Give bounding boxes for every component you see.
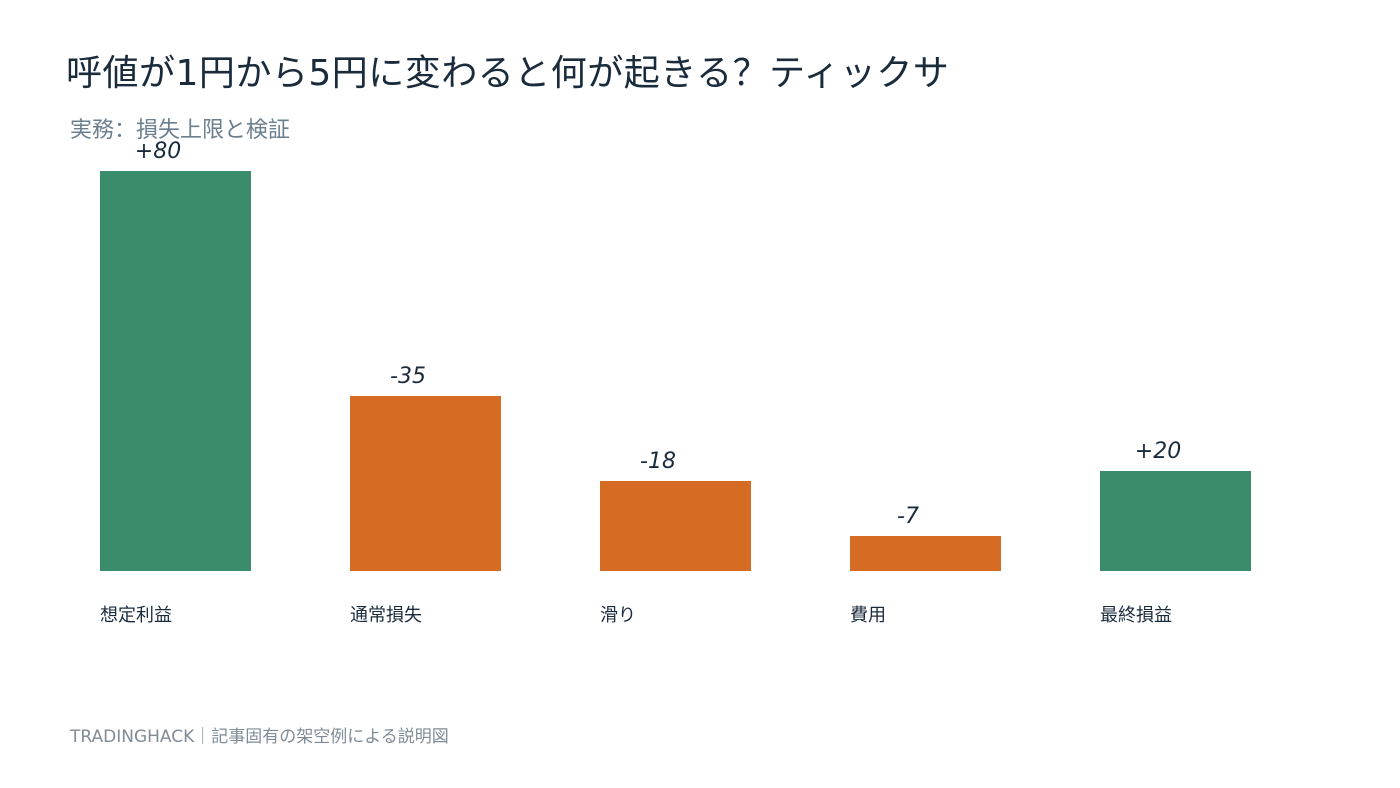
category-label-3: 費用 — [850, 605, 886, 626]
value-label-1: -35 — [390, 364, 426, 389]
bar-1 — [350, 396, 501, 571]
footer-credit: TRADINGHACK｜記事固有の架空例による説明図 — [70, 727, 449, 747]
value-label-0: +80 — [135, 139, 181, 164]
category-label-0: 想定利益 — [100, 605, 172, 626]
category-label-2: 滑り — [600, 605, 636, 626]
chart-title: 呼値が1円から5円に変わると何が起きる？ティックサ — [66, 53, 950, 94]
value-label-4: +20 — [1135, 439, 1181, 464]
bar-0 — [100, 171, 251, 571]
bar-4 — [1100, 471, 1251, 571]
category-label-1: 通常損失 — [350, 605, 422, 626]
value-label-2: -18 — [640, 449, 676, 474]
bar-2 — [600, 481, 751, 571]
bar-3 — [850, 536, 1001, 571]
category-label-4: 最終損益 — [1100, 605, 1172, 626]
value-label-3: -7 — [897, 504, 919, 529]
chart-subtitle: 実務：損失上限と検証 — [70, 118, 291, 143]
